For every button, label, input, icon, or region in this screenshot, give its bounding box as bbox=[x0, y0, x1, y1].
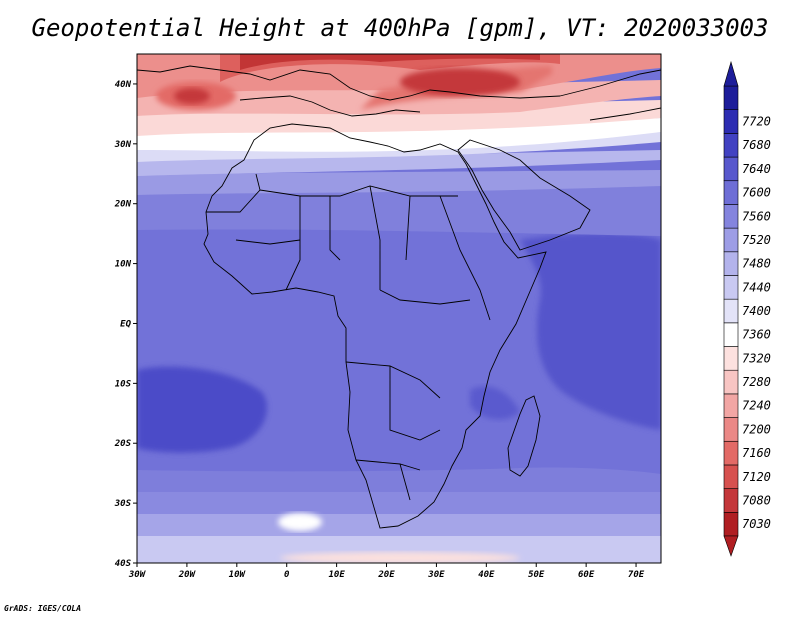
colorbar-label: 7080 bbox=[742, 493, 771, 507]
colorbar: 7030 7080 7120 7160 7200 7240 7280 7320 7360 7400… bbox=[723, 60, 771, 557]
colorbar-label: 7120 bbox=[742, 470, 771, 484]
colorbar-label: 7280 bbox=[742, 375, 771, 389]
map-frame bbox=[136, 53, 662, 564]
colorbar-segment bbox=[723, 393, 739, 418]
grads-credit: GrADS: IGES/COLA bbox=[4, 604, 82, 613]
lon-tick-label: 10E bbox=[328, 570, 345, 580]
height-field bbox=[137, 54, 661, 563]
colorbar-label: 7160 bbox=[742, 446, 771, 460]
map-title: Geopotential Height at 400hPa [gpm], VT:… bbox=[31, 14, 769, 42]
colorbar-label: 7680 bbox=[742, 138, 771, 152]
lon-tick-label: 30E bbox=[427, 570, 445, 580]
colorbar-segment bbox=[723, 346, 739, 371]
colorbar-segment bbox=[723, 204, 739, 229]
lon-tick-label: 60E bbox=[578, 570, 595, 580]
colorbar-segment bbox=[723, 251, 739, 276]
colorbar-segment bbox=[723, 180, 739, 205]
lon-tick-label: 0 bbox=[284, 570, 290, 580]
colorbar-label: 7440 bbox=[742, 280, 771, 294]
colorbar-label: 7200 bbox=[742, 422, 771, 436]
colorbar-label: 7480 bbox=[742, 257, 771, 271]
colorbar-label: 7400 bbox=[742, 304, 771, 318]
south-atlantic-high bbox=[137, 366, 267, 453]
band-south-mid bbox=[137, 510, 661, 536]
colorbar-label: 7030 bbox=[742, 517, 771, 531]
colorbar-segment bbox=[723, 85, 739, 110]
colorbar-label: 7560 bbox=[742, 209, 771, 223]
lat-tick-label: 40N bbox=[115, 80, 132, 90]
colorbar-segment bbox=[723, 227, 739, 253]
colorbar-label: 7640 bbox=[742, 162, 771, 176]
colorbar-segment bbox=[723, 440, 739, 466]
lat-tick-label: 20S bbox=[114, 439, 132, 449]
colorbar-segment bbox=[723, 156, 739, 182]
colorbar-segment bbox=[723, 464, 739, 489]
lon-tick-label: 30W bbox=[128, 570, 147, 580]
colorbar-label: 7600 bbox=[742, 186, 771, 200]
colorbar-label: 7360 bbox=[742, 328, 771, 342]
colorbar-label: 7320 bbox=[742, 351, 771, 365]
band-south-lower bbox=[137, 488, 661, 514]
lon-tick-label: 20E bbox=[377, 570, 395, 580]
colorbar-label: 7240 bbox=[742, 399, 771, 413]
colorbar-segment bbox=[723, 298, 739, 324]
lon-tick-label: 50E bbox=[528, 570, 545, 580]
colorbar-high-triangle bbox=[723, 60, 739, 87]
colorbar-segment bbox=[723, 109, 739, 134]
coastlines bbox=[137, 65, 661, 529]
colorbar-low-triangle bbox=[723, 535, 739, 557]
lon-tick-label: 70E bbox=[628, 570, 645, 580]
colorbar-segment bbox=[723, 275, 739, 300]
lon-tick-label: 20W bbox=[178, 570, 197, 580]
lat-tick-label: 30N bbox=[114, 140, 132, 150]
lon-tick-label: 10W bbox=[229, 570, 247, 580]
lat-tick-label: 20N bbox=[114, 200, 132, 210]
lon-tick-label: 40E bbox=[478, 570, 495, 580]
axis-ticks: 30W 20W 10W 0 10E 20E 30E 40E 50E 60E 70E 40S 30S 20S… bbox=[114, 80, 645, 580]
lat-tick-label: 40S bbox=[115, 559, 132, 569]
colorbar-segment bbox=[723, 133, 739, 158]
colorbar-segment bbox=[723, 369, 739, 395]
lat-tick-label: 30S bbox=[114, 499, 132, 509]
colorbar-segment bbox=[723, 322, 739, 347]
lat-tick-label: 10S bbox=[115, 379, 132, 389]
indian-ocean-high bbox=[520, 233, 661, 430]
colorbar-label: 7520 bbox=[742, 233, 771, 247]
colorbar-label: 7720 bbox=[742, 115, 771, 129]
lat-tick-label: EQ bbox=[120, 319, 131, 329]
colorbar-segment bbox=[723, 417, 739, 442]
colorbar-segment bbox=[723, 512, 739, 537]
colorbar-segment bbox=[723, 488, 739, 513]
lat-tick-label: 10N bbox=[115, 260, 132, 270]
band-south-trans bbox=[137, 467, 661, 492]
